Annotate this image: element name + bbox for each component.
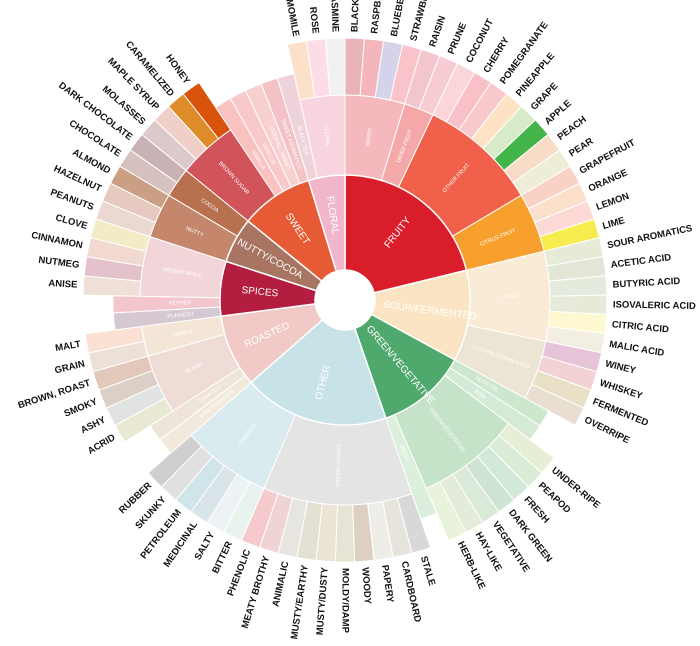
leaf-label: NUTMEG bbox=[38, 255, 80, 271]
leaf-label: ACETIC ACID bbox=[610, 252, 672, 271]
leaf-label: LIME bbox=[601, 215, 626, 232]
leaf-label: WOODY bbox=[359, 567, 373, 605]
segment-label: PAPERY/MUSTY bbox=[336, 443, 344, 486]
leaf-label: SALTY bbox=[193, 530, 218, 562]
leaf-label: POMEGRANATE bbox=[498, 20, 551, 87]
leaf-label: BITTER bbox=[210, 540, 235, 576]
leaf-label: GRAIN bbox=[54, 358, 86, 376]
leaf-label: ANIMALIC bbox=[270, 560, 291, 608]
leaf-label: ORANGE bbox=[587, 167, 630, 194]
leaf-label: BLACKBERRY bbox=[349, 0, 362, 32]
leaf-label: ANISE bbox=[48, 278, 78, 291]
leaf-label: MUSTY/EARTHY bbox=[289, 564, 311, 640]
segment-label: SOUR bbox=[502, 294, 518, 300]
center-hole bbox=[315, 270, 375, 330]
leaf-label: CARDBOARD bbox=[399, 560, 423, 623]
flavor-leaf bbox=[334, 504, 356, 563]
segment-label: FLORAL bbox=[322, 125, 330, 147]
category-label: SPICES bbox=[241, 285, 279, 299]
flavor-leaf bbox=[325, 37, 346, 97]
leaf-label: RAISIN bbox=[427, 14, 448, 48]
leaf-label: CITRIC ACID bbox=[611, 319, 669, 335]
leaf-label: BLUEBERRY bbox=[389, 0, 411, 38]
leaf-label: JASMINE bbox=[328, 0, 341, 32]
leaf-label: WINEY bbox=[604, 358, 638, 376]
leaf-label: CINNAMON bbox=[30, 230, 84, 251]
leaf-label: MUSTY/DUSTY bbox=[315, 566, 331, 635]
leaf-label: MALIC ACID bbox=[608, 339, 665, 359]
leaf-label: MOLDY/DAMP bbox=[339, 568, 350, 634]
leaf-label: ACRID bbox=[86, 432, 118, 457]
segment-label: PUNGENT bbox=[167, 311, 195, 320]
segment-label: CEREAL bbox=[172, 329, 195, 339]
leaf-label: CHAMOMILE bbox=[280, 0, 302, 38]
leaf-label: PRUNE bbox=[446, 21, 469, 56]
leaf-label: LEMON bbox=[595, 191, 631, 213]
segment-label: BERRY bbox=[365, 127, 374, 147]
leaf-label: PEANUTS bbox=[49, 187, 95, 213]
leaf-label: CLOVE bbox=[54, 212, 88, 232]
segment-label: PEPPER bbox=[169, 300, 191, 306]
category-segment bbox=[250, 318, 387, 426]
leaf-label: WHISKEY bbox=[598, 378, 644, 402]
leaf-label: PEAR bbox=[567, 136, 595, 160]
leaf-label: ROSE bbox=[307, 6, 321, 34]
leaf-label: STALE bbox=[418, 555, 437, 587]
leaf-label: CARAMELIZED bbox=[123, 39, 176, 99]
leaf-label: SMOKY bbox=[63, 396, 100, 420]
leaf-label: PAPERY bbox=[379, 564, 396, 604]
leaf-label: MALT bbox=[54, 339, 81, 354]
leaf-label: BUTYRIC ACID bbox=[612, 276, 680, 291]
leaf-label: ASHY bbox=[79, 414, 108, 436]
leaf-label: ISOVALERIC ACID bbox=[613, 299, 696, 312]
leaf-label: RASPBERRY bbox=[369, 0, 387, 34]
